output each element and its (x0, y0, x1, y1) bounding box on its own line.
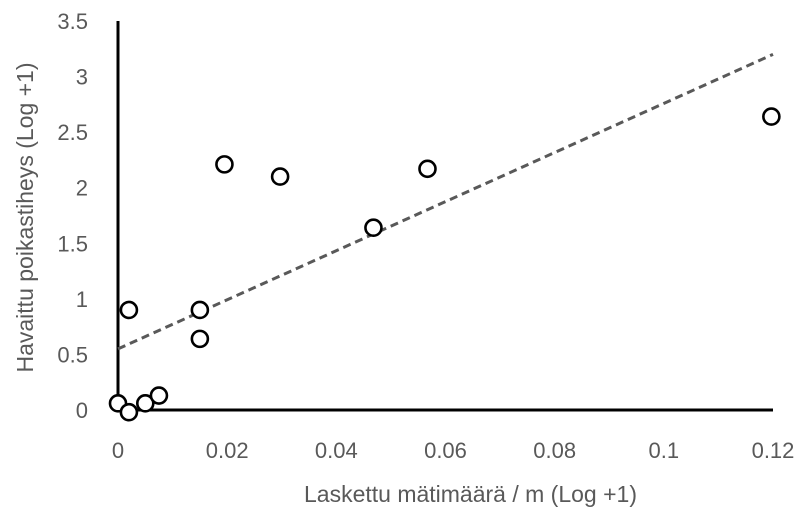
data-point (190, 300, 210, 320)
data-point (762, 107, 781, 126)
y-tick-labels: 0 0.5 1 1.5 2 2.5 3 3.5 (57, 9, 88, 423)
data-points (108, 107, 781, 422)
x-axis-title: Laskettu mätimäärä / m (Log +1) (304, 481, 637, 507)
x-tick-label: 0.04 (315, 438, 358, 463)
data-point (364, 218, 383, 238)
data-point (418, 159, 437, 179)
data-point (119, 300, 139, 320)
y-tick-label: 2.5 (57, 120, 88, 145)
x-tick-labels: 0 0.02 0.04 0.06 0.08 0.1 0.12 (112, 438, 795, 463)
x-tick-label: 0.1 (649, 438, 680, 463)
x-tick-label: 0 (112, 438, 124, 463)
x-tick-label: 0.08 (533, 438, 576, 463)
y-tick-label: 0.5 (57, 342, 88, 367)
data-point (215, 155, 234, 174)
x-tick-label: 0.12 (752, 438, 795, 463)
y-tick-label: 1 (76, 287, 88, 312)
trendline (117, 52, 774, 351)
y-tick-label: 2 (76, 176, 88, 201)
x-tick-label: 0.06 (424, 438, 467, 463)
y-tick-label: 3.5 (57, 9, 88, 34)
x-tick-label: 0.02 (206, 438, 249, 463)
y-tick-label: 1.5 (57, 231, 88, 256)
data-point (270, 167, 290, 186)
y-tick-label: 0 (76, 398, 88, 423)
data-point (190, 329, 210, 349)
data-point (149, 386, 169, 405)
data-point (119, 402, 139, 422)
data-point (135, 394, 155, 413)
y-tick-label: 3 (76, 65, 88, 90)
y-axis-title: Havaittu poikastiheys (Log +1) (12, 62, 38, 372)
